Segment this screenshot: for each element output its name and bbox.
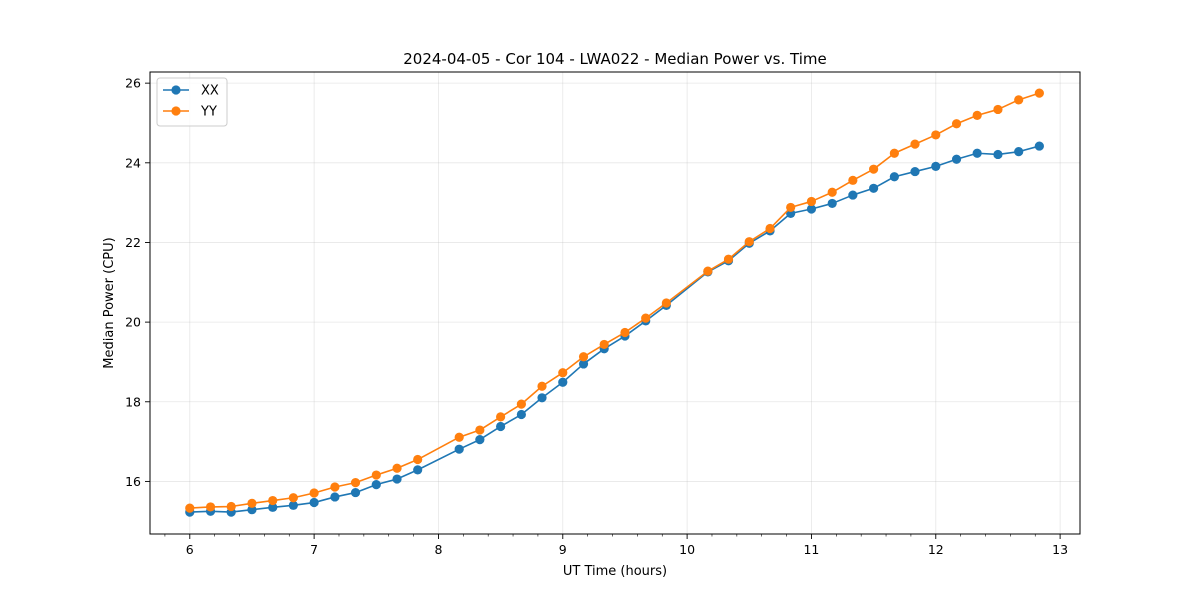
data-point-xx: [537, 393, 547, 403]
data-point-yy: [599, 339, 609, 350]
y-tick-label: 16: [125, 474, 141, 489]
data-point-yy: [475, 425, 485, 435]
y-axis-label: Median Power (CPU): [102, 237, 117, 368]
data-point-yy: [848, 175, 858, 185]
data-point-yy: [537, 381, 547, 391]
data-point-yy: [744, 237, 754, 247]
data-point-xx: [454, 444, 464, 454]
grid: [150, 72, 1080, 534]
data-point-xx: [268, 502, 278, 512]
data-point-xx: [889, 172, 899, 182]
data-point-xx: [350, 487, 361, 498]
data-point-yy: [765, 223, 775, 234]
data-point-xx: [972, 148, 982, 158]
data-point-xx: [806, 204, 817, 214]
y-tick-label: 26: [125, 76, 141, 91]
data-point-yy: [1034, 88, 1044, 98]
data-point-xx: [1034, 141, 1044, 151]
x-tick-label: 6: [186, 542, 194, 557]
data-point-yy: [993, 104, 1003, 115]
series-line-yy: [189, 92, 1040, 509]
data-point-xx: [288, 500, 298, 510]
data-point-yy: [972, 110, 982, 121]
data-point-yy: [931, 130, 941, 140]
data-point-yy: [723, 254, 734, 264]
data-point-xx: [993, 149, 1003, 160]
data-point-yy: [350, 478, 361, 488]
x-tick-label: 8: [434, 542, 442, 557]
data-point-xx: [496, 421, 506, 432]
x-tick-label: 11: [803, 542, 819, 557]
data-point-xx: [516, 409, 526, 420]
y-tick-label: 20: [125, 315, 141, 330]
data-point-yy: [786, 202, 796, 213]
data-point-yy: [558, 368, 568, 378]
data-point-yy: [226, 501, 236, 512]
y-tick-label: 24: [125, 155, 141, 170]
data-point-yy: [496, 412, 506, 422]
data-point-yy: [703, 266, 713, 276]
data-point-yy: [620, 327, 630, 338]
y-tick-label: 22: [125, 235, 141, 250]
data-point-yy: [910, 139, 920, 149]
data-point-xx: [951, 154, 962, 164]
data-point-yy: [806, 196, 817, 207]
data-point-xx: [1014, 147, 1024, 157]
legend-marker-xx: [171, 85, 181, 95]
y-tick-label: 18: [125, 394, 141, 409]
data-point-xx: [931, 161, 941, 171]
data-point-xx: [910, 166, 920, 177]
data-point-yy: [889, 148, 899, 158]
data-point-yy: [392, 463, 402, 473]
data-point-yy: [827, 187, 837, 197]
data-point-yy: [371, 470, 381, 480]
data-point-yy: [1014, 95, 1024, 105]
data-point-xx: [392, 474, 402, 484]
legend: XX YY: [156, 77, 228, 127]
data-point-yy: [951, 119, 962, 129]
data-point-yy: [869, 164, 879, 174]
data-point-xx: [247, 505, 257, 515]
data-point-xx: [869, 183, 879, 193]
data-point-yy: [309, 488, 319, 498]
data-point-yy: [185, 503, 195, 513]
data-point-yy: [205, 502, 216, 512]
legend-label-yy: YY: [200, 105, 217, 120]
data-point-yy: [661, 298, 671, 308]
data-point-xx: [827, 198, 837, 209]
series-layer: [185, 88, 1044, 517]
data-point-xx: [558, 377, 568, 387]
x-tick-label: 10: [679, 542, 695, 557]
series-yy: [185, 88, 1044, 513]
data-point-xx: [475, 435, 485, 445]
x-tick-label: 12: [928, 542, 944, 557]
data-point-xx: [413, 465, 423, 475]
legend-label-xx: XX: [201, 84, 219, 99]
plot-frame: [149, 71, 1081, 535]
x-tick-label: 9: [559, 542, 567, 557]
data-point-yy: [578, 352, 589, 362]
data-point-yy: [247, 498, 257, 508]
data-point-xx: [330, 492, 340, 502]
x-tick-label: 7: [310, 542, 318, 557]
data-point-yy: [454, 432, 464, 442]
data-point-yy: [330, 482, 340, 492]
data-point-xx: [848, 190, 858, 200]
legend-marker-yy: [171, 106, 181, 116]
data-point-yy: [516, 399, 526, 409]
data-point-yy: [641, 313, 651, 323]
data-point-xx: [578, 359, 589, 369]
x-tick-label: 13: [1052, 542, 1068, 557]
data-point-yy: [413, 454, 423, 465]
data-point-xx: [371, 480, 381, 490]
data-point-yy: [268, 495, 278, 506]
axes: 6 7 8 9 10 11 12 13 16 18 20 22 24 26: [125, 76, 1068, 557]
series-line-xx: [189, 145, 1040, 513]
data-point-yy: [288, 493, 298, 503]
data-point-xx: [309, 497, 319, 508]
x-axis-label: UT Time (hours): [563, 564, 667, 579]
chart-title: 2024-04-05 - Cor 104 - LWA022 - Median P…: [403, 50, 827, 68]
